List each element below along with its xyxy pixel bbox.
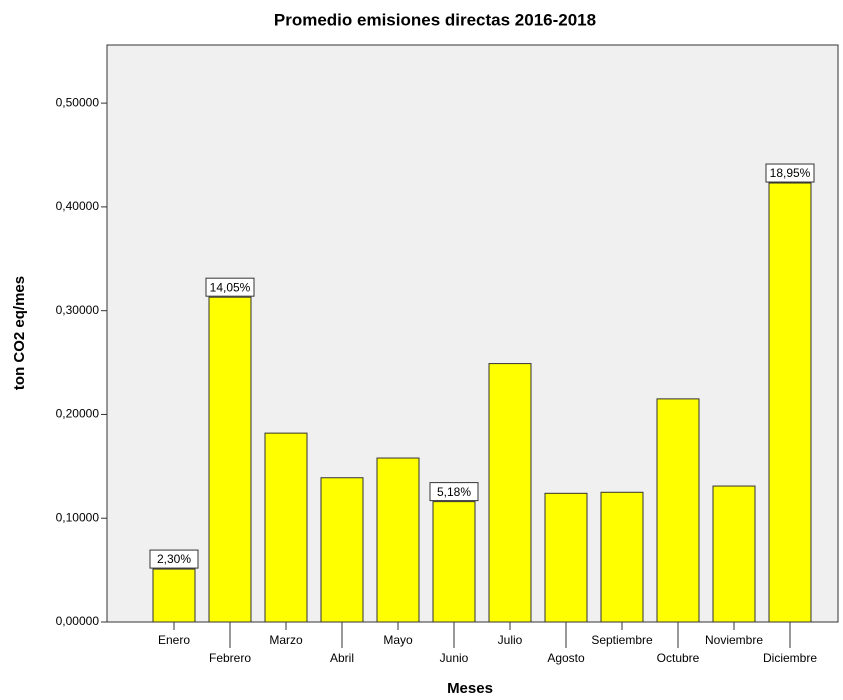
y-tick-label: 0,40000 [56, 199, 100, 213]
bar [488, 363, 532, 623]
bar [768, 182, 812, 623]
y-tick-label: 0,20000 [56, 407, 100, 421]
x-tick-label: Septiembre [591, 633, 653, 647]
value-label: 2,30% [157, 552, 191, 566]
value-label-box [429, 482, 479, 502]
bar [544, 492, 588, 623]
x-tick-label: Enero [158, 633, 190, 647]
x-tick-label: Noviembre [705, 633, 763, 647]
x-tick-label: Marzo [269, 633, 303, 647]
y-tick-label: 0,10000 [56, 510, 100, 524]
x-tick-label: Junio [440, 651, 469, 665]
x-tick-label: Mayo [383, 633, 413, 647]
value-label: 5,18% [437, 485, 471, 499]
y-tick-label: 0,00000 [56, 614, 100, 628]
x-tick-label: Octubre [657, 651, 700, 665]
bar [152, 568, 196, 623]
bar [656, 398, 700, 623]
y-axis-label: ton CO2 eq/mes [11, 276, 28, 390]
x-tick-label: Agosto [547, 651, 585, 665]
bar [320, 477, 364, 623]
bar [208, 296, 252, 623]
x-tick-label: Abril [330, 651, 354, 665]
chart-title: Promedio emisiones directas 2016-2018 [274, 10, 596, 29]
x-tick-label: Diciembre [763, 651, 817, 665]
x-tick-label: Febrero [209, 651, 251, 665]
bar [712, 485, 756, 623]
value-label: 18,95% [770, 166, 811, 180]
y-tick-label: 0,30000 [56, 303, 100, 317]
value-label-box [205, 277, 255, 297]
x-tick-label: Julio [498, 633, 523, 647]
bar [432, 501, 476, 623]
bar [376, 457, 420, 623]
bar [600, 491, 644, 623]
value-label: 14,05% [210, 280, 251, 294]
bar [264, 432, 308, 623]
value-label-box [765, 163, 815, 183]
y-tick-label: 0,50000 [56, 95, 100, 109]
value-label-box [149, 549, 199, 569]
x-axis-label: Meses [447, 680, 493, 697]
